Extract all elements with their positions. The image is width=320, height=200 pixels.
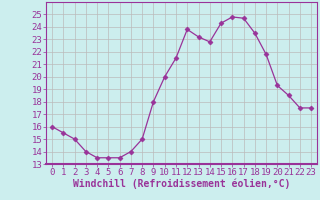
X-axis label: Windchill (Refroidissement éolien,°C): Windchill (Refroidissement éolien,°C) bbox=[73, 179, 290, 189]
